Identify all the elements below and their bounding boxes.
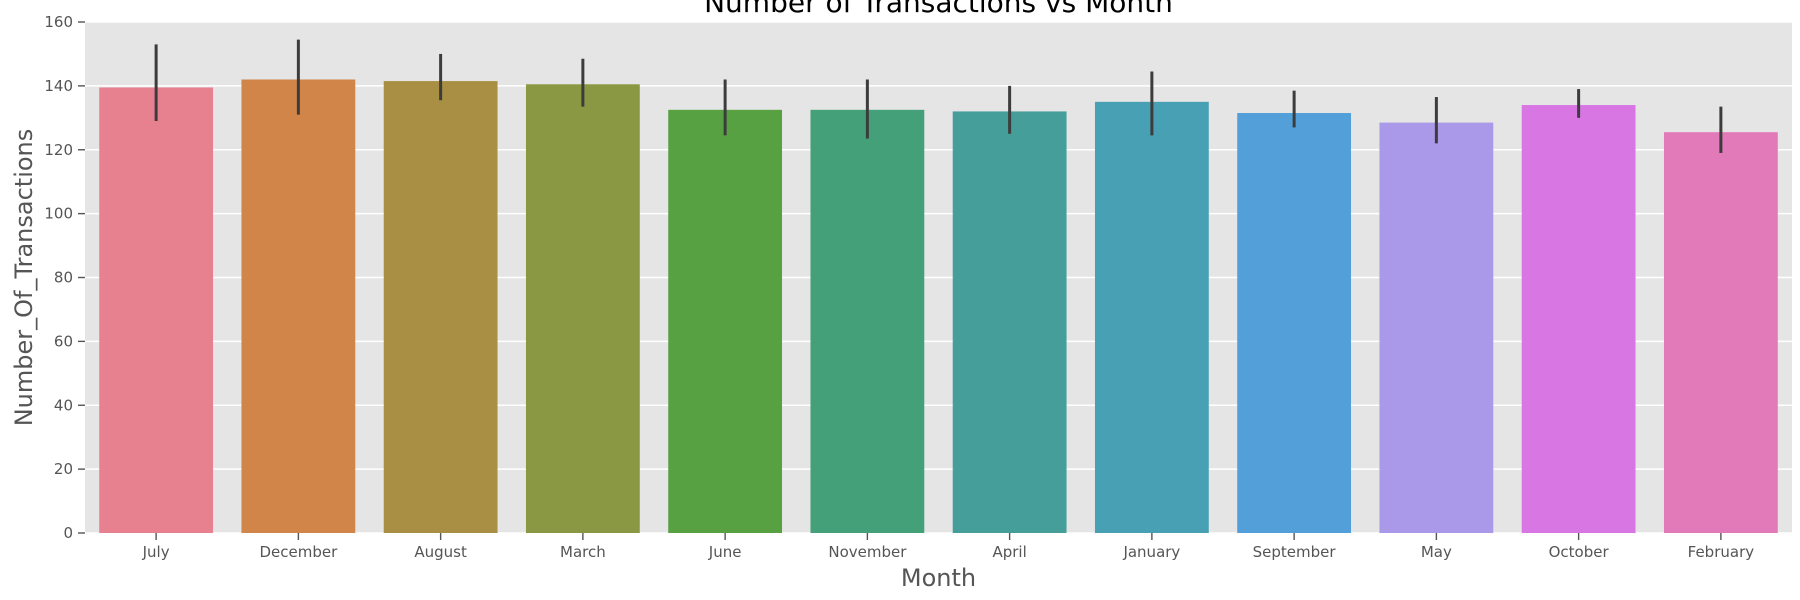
bar-february xyxy=(1663,132,1778,533)
y-tick-label: 160 xyxy=(44,13,73,31)
x-axis: July December August March June November April… xyxy=(142,533,1755,561)
x-tick-label: January xyxy=(1122,543,1180,561)
y-tick-label: 140 xyxy=(44,77,73,95)
grid-lines xyxy=(85,21,1792,534)
x-tick-label: February xyxy=(1688,543,1755,561)
chart-title: Number of Transactions vs Month xyxy=(704,0,1173,19)
x-tick-label: December xyxy=(259,543,338,561)
bar-may xyxy=(1379,122,1494,534)
bar-january xyxy=(1094,101,1209,533)
y-tick-label: 60 xyxy=(54,332,73,350)
x-tick-label: June xyxy=(708,543,742,561)
bar-november xyxy=(810,109,925,533)
bar-june xyxy=(668,109,783,533)
bar-october xyxy=(1521,105,1636,533)
y-tick-label: 40 xyxy=(54,396,73,414)
bar-august xyxy=(383,81,498,533)
y-axis-label: Number_Of_Transactions xyxy=(10,129,38,427)
y-axis: 0 20 40 60 80 100 120 140 160 xyxy=(44,13,85,542)
x-tick-label: May xyxy=(1421,543,1452,561)
bar-september xyxy=(1237,113,1352,533)
error-bars xyxy=(154,39,1723,153)
bar-april xyxy=(952,111,1067,534)
y-tick-label: 120 xyxy=(44,141,73,159)
x-tick-label: September xyxy=(1253,543,1337,561)
x-tick-label: March xyxy=(560,543,606,561)
y-tick-label: 100 xyxy=(44,205,73,223)
x-tick-label: October xyxy=(1549,543,1610,561)
x-tick-label: November xyxy=(828,543,907,561)
y-tick-label: 20 xyxy=(54,460,73,478)
x-axis-label: Month xyxy=(901,564,976,592)
x-tick-label: April xyxy=(992,543,1026,561)
bar-december xyxy=(241,79,356,534)
bar-july xyxy=(99,87,214,534)
bars xyxy=(99,79,1778,534)
bar-march xyxy=(525,84,640,533)
x-tick-label: August xyxy=(414,543,467,561)
y-tick-label: 80 xyxy=(54,269,73,287)
y-tick-label: 0 xyxy=(63,524,73,542)
x-tick-label: July xyxy=(142,543,170,561)
